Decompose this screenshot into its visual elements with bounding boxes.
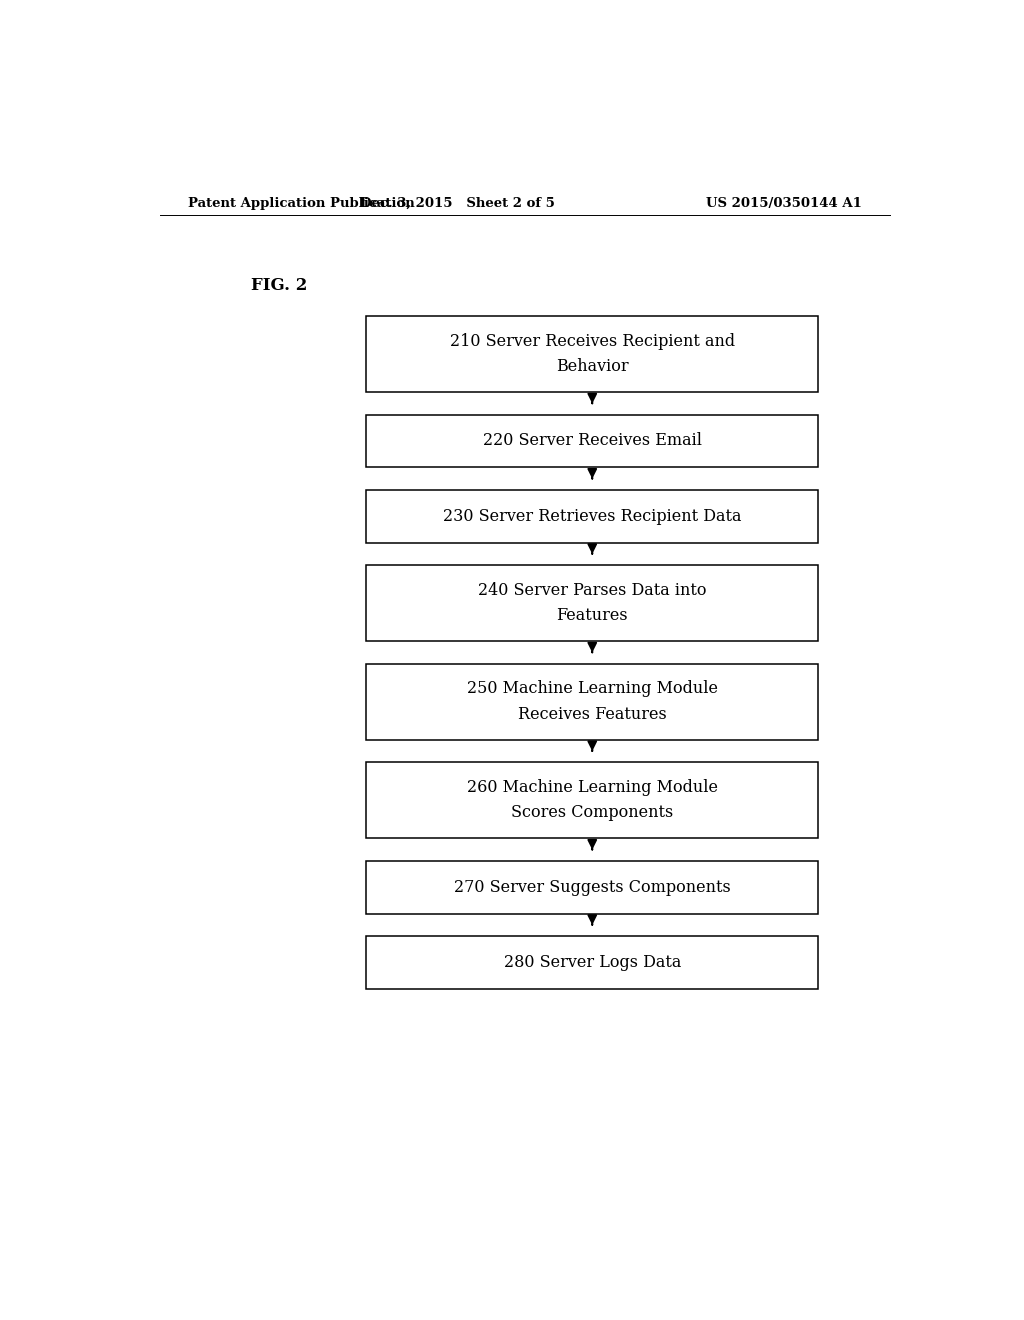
Bar	[367, 490, 818, 543]
Text: 210 Server Receives Recipient and: 210 Server Receives Recipient and	[450, 333, 735, 350]
Text: 270 Server Suggests Components: 270 Server Suggests Components	[454, 879, 731, 896]
Text: US 2015/0350144 A1: US 2015/0350144 A1	[707, 197, 862, 210]
Text: FIG. 2: FIG. 2	[251, 277, 307, 294]
Text: Dec. 3, 2015   Sheet 2 of 5: Dec. 3, 2015 Sheet 2 of 5	[359, 197, 555, 210]
Text: 240 Server Parses Data into: 240 Server Parses Data into	[478, 582, 707, 599]
Bar	[367, 315, 818, 392]
Text: Patent Application Publication: Patent Application Publication	[187, 197, 415, 210]
Bar	[367, 861, 818, 913]
Text: 220 Server Receives Email: 220 Server Receives Email	[482, 433, 701, 449]
Text: Receives Features: Receives Features	[518, 706, 667, 723]
Text: 280 Server Logs Data: 280 Server Logs Data	[504, 954, 681, 972]
Bar	[367, 414, 818, 467]
Text: Scores Components: Scores Components	[511, 804, 674, 821]
Bar	[367, 664, 818, 739]
Text: Features: Features	[556, 607, 628, 624]
Text: 250 Machine Learning Module: 250 Machine Learning Module	[467, 681, 718, 697]
Text: Behavior: Behavior	[556, 358, 629, 375]
Bar	[367, 936, 818, 989]
Bar	[367, 762, 818, 838]
Bar	[367, 565, 818, 642]
Text: 260 Machine Learning Module: 260 Machine Learning Module	[467, 779, 718, 796]
Text: 230 Server Retrieves Recipient Data: 230 Server Retrieves Recipient Data	[443, 508, 741, 524]
